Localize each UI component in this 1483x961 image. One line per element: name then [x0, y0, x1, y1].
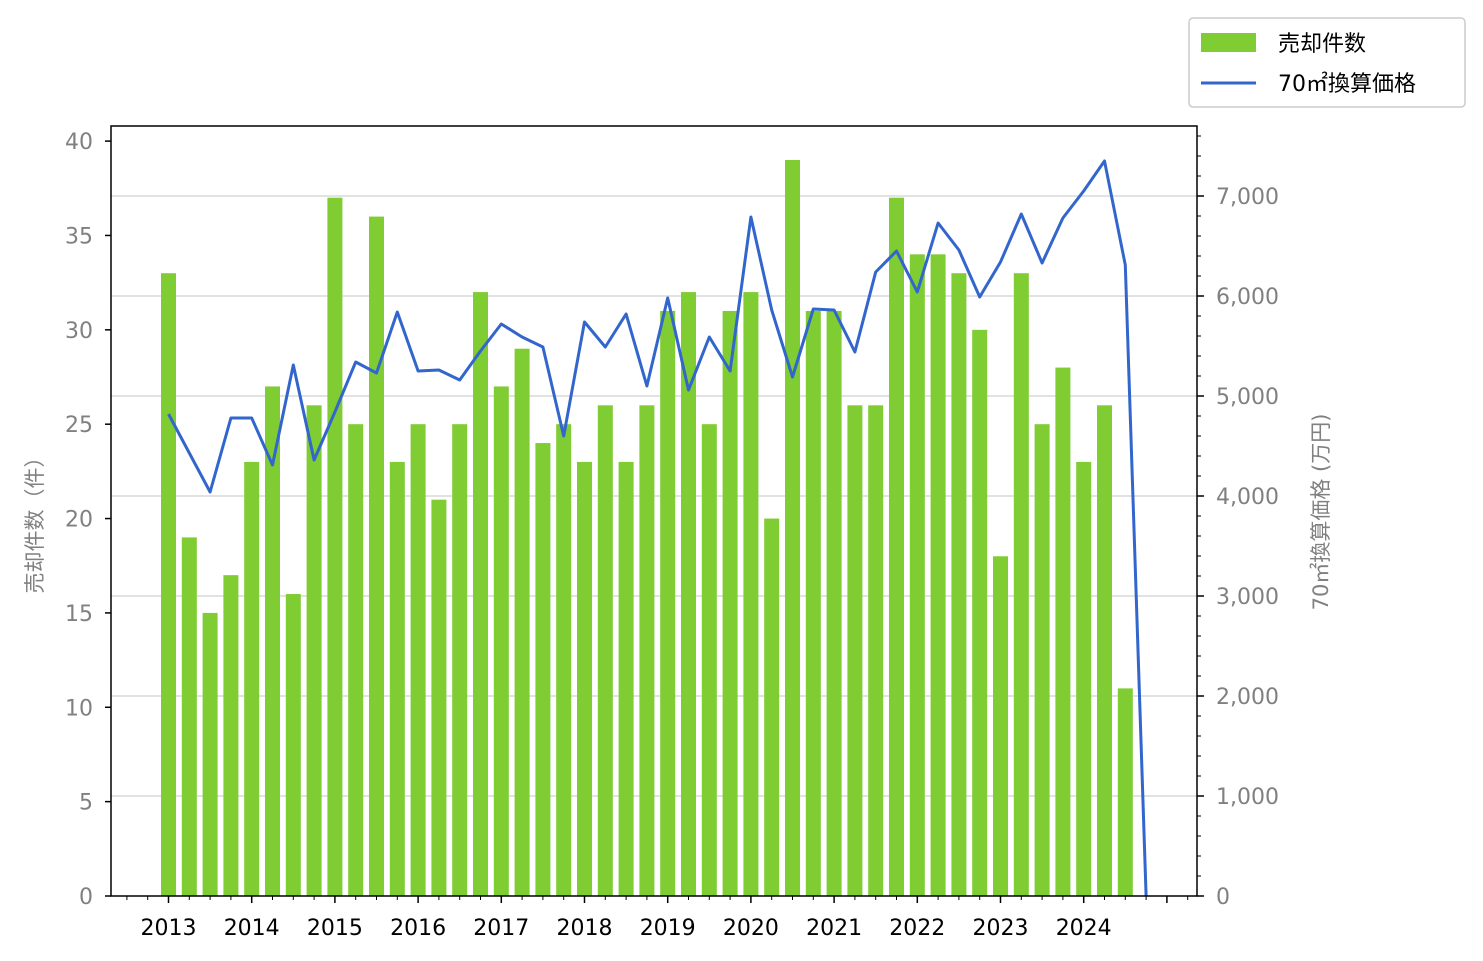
bar [681, 292, 696, 896]
y-axis-title: 売却件数（件） [23, 447, 47, 594]
y-tick-label: 25 [65, 413, 93, 438]
y2-tick-label: 4,000 [1216, 485, 1279, 510]
x-tick-label: 2018 [557, 916, 613, 941]
y2-tick-label: 6,000 [1216, 285, 1279, 310]
bar [993, 556, 1008, 896]
bar [244, 461, 260, 896]
legend: 売却件数 70㎡換算価格 [1188, 17, 1466, 108]
bar [493, 386, 509, 896]
bar [1034, 424, 1050, 896]
bar [1117, 688, 1133, 896]
x-tick-label: 2016 [390, 916, 446, 941]
bar [181, 537, 197, 896]
bar [1013, 273, 1029, 896]
bar [577, 461, 592, 896]
legend-box [1188, 17, 1466, 108]
bar [1076, 461, 1092, 896]
y-tick-label: 15 [65, 602, 93, 627]
y2-axis-title: 70㎡換算価格 (万円) [1309, 414, 1333, 611]
bar [431, 499, 447, 896]
y2-tick-label: 0 [1216, 885, 1230, 910]
bar [514, 348, 530, 897]
x-tick-label: 2013 [141, 916, 197, 941]
bar [618, 461, 634, 896]
y2-tick-label: 2,000 [1216, 685, 1279, 710]
bar [306, 405, 322, 896]
y-tick-label: 20 [65, 508, 93, 533]
bar-series [161, 159, 1133, 897]
x-tick-label: 2024 [1056, 916, 1112, 941]
legend-bar-swatch [1201, 33, 1256, 52]
y2-tick-label: 7,000 [1216, 185, 1279, 210]
bar [1097, 405, 1112, 896]
bar [348, 424, 364, 896]
y2-tick-label: 5,000 [1216, 385, 1279, 410]
x-tick-label: 2021 [806, 916, 862, 941]
bar [701, 424, 717, 896]
legend-line-label: 70㎡換算価格 [1278, 71, 1416, 97]
bar [473, 292, 488, 896]
bar [889, 197, 904, 896]
bar [285, 594, 301, 896]
x-tick-label: 2019 [640, 916, 696, 941]
bar [265, 386, 280, 896]
x-tick-label: 2023 [973, 916, 1029, 941]
legend-bar-label: 売却件数 [1278, 32, 1366, 57]
x-tick-label: 2017 [473, 916, 529, 941]
bar [389, 461, 405, 896]
bar [639, 405, 655, 896]
bar [722, 310, 738, 896]
bar [785, 159, 800, 896]
y-tick-label: 0 [79, 885, 93, 910]
bar [161, 273, 176, 896]
y-tick-label: 10 [65, 696, 93, 721]
bar [452, 424, 468, 896]
bar [556, 424, 572, 896]
bar [847, 405, 863, 896]
bar [909, 254, 925, 897]
ticks: 0 5 10 15 20 25 30 35 40 0 1,000 2,000 3,000 4,000 5,0… [65, 130, 1279, 941]
bar [597, 405, 613, 896]
bar [327, 197, 343, 896]
bar [223, 575, 239, 896]
y-tick-label: 5 [79, 791, 93, 816]
y2-tick-label: 3,000 [1216, 585, 1279, 610]
x-tick-label: 2014 [224, 916, 280, 941]
bar [535, 443, 551, 896]
x-tick-label: 2020 [723, 916, 779, 941]
bar [868, 405, 884, 896]
plot-frame [110, 125, 1198, 897]
y2-tick-label: 1,000 [1216, 785, 1279, 810]
bar [410, 424, 426, 896]
price-line [167, 159, 1148, 897]
bar [972, 329, 988, 897]
bar [805, 310, 821, 896]
bar [369, 216, 384, 896]
bar [951, 273, 967, 896]
y-tick-label: 30 [65, 319, 93, 344]
y-tick-label: 35 [65, 224, 93, 249]
bar [660, 310, 676, 896]
bar [826, 310, 842, 896]
x-tick-label: 2022 [889, 916, 945, 941]
bar [930, 254, 946, 897]
bar [764, 518, 780, 896]
bar [1055, 367, 1071, 897]
bar [202, 612, 218, 896]
x-tick-label: 2015 [307, 916, 363, 941]
bar [743, 292, 759, 896]
y-tick-label: 40 [65, 130, 93, 155]
